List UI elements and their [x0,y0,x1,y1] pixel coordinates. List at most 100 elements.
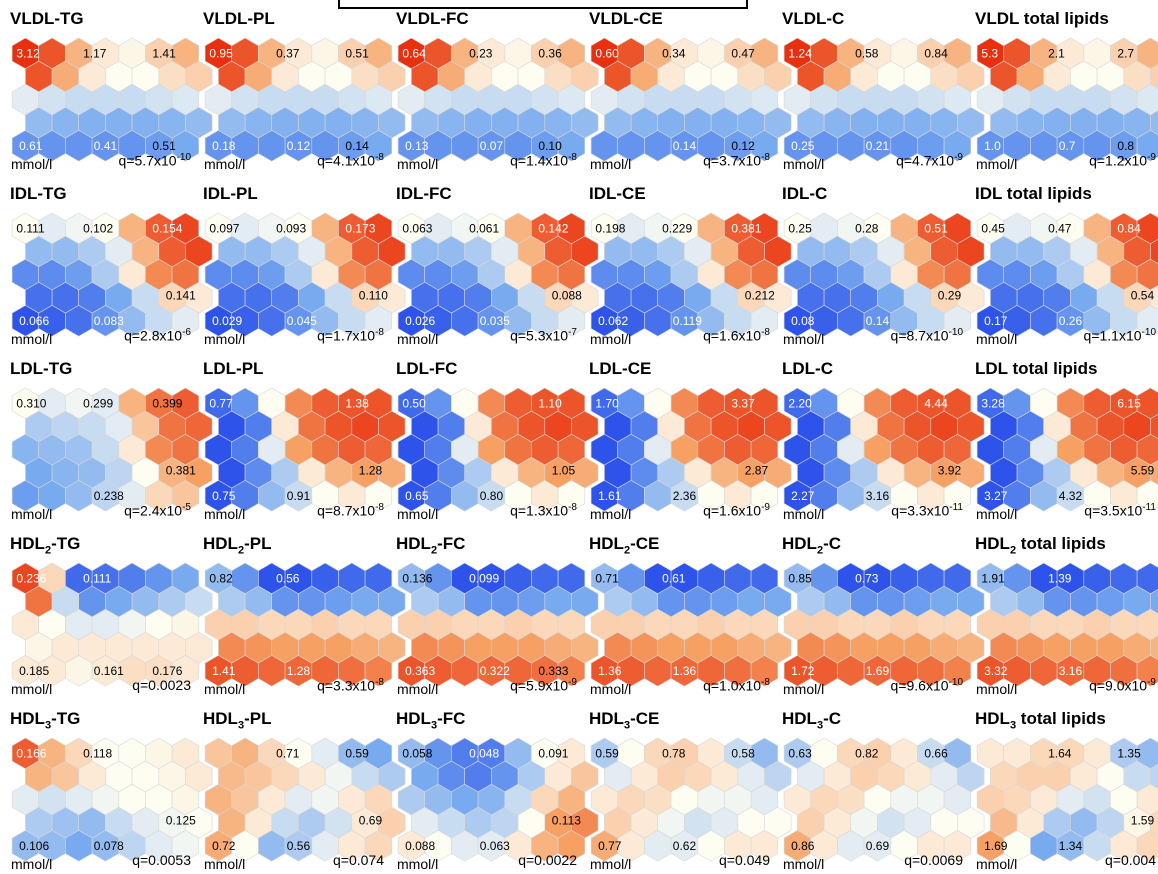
hex-cell [1136,305,1158,337]
cell-value-label: 0.25 [791,139,815,153]
q-value-text: q=8.7x10 [317,502,376,519]
hex-map: 0.71 0.59 0.69 0.72 0.56 [204,737,406,862]
hex-cell [1150,64,1158,89]
panel-title: HDL3-TG [10,709,80,731]
cell-value-label: 0.299 [83,396,113,410]
unit-label: mmol/l [397,856,439,872]
q-value-text: q=3.3x10 [891,502,950,519]
hex-cell [1150,764,1158,789]
unit-label: mmol/l [976,156,1018,172]
panel-title: HDL2 total lipids [975,534,1106,556]
q-value-text: q=3.7x10 [703,152,762,169]
panel-title-suffix: -FC [429,359,458,378]
cell-value-label: 3.37 [731,396,755,410]
q-value-text: q=5.3x10 [510,327,569,344]
cell-value-label: 0.36 [538,46,562,60]
hex-map: 0.25 0.28 0.51 0.29 0.08 0.14 [783,212,985,337]
cell-value-label: 0.95 [209,46,233,60]
panel-title-subscript: 3 [623,719,631,732]
cell-value-label: 0.84 [1117,221,1141,235]
panel-title-suffix: -C [809,184,828,203]
panel-title: VLDL-C [782,9,844,29]
cell-value-label: 0.77 [598,839,622,853]
hex-map: 0.60 0.34 0.47 0.14 0.12 [590,37,792,162]
panel-title-suffix: -PL [236,359,264,378]
hex-map: 3.28 6.15 5.59 3.27 4.32 [976,387,1158,512]
cell-value-label: 3.27 [984,489,1008,503]
cell-value-label: 0.07 [480,139,504,153]
unit-label: mmol/l [783,856,825,872]
panel-title-suffix: -CE [616,184,646,203]
q-value-text: q=0.0069 [904,852,963,868]
q-value: q=5.9x10-9 [510,677,577,694]
heatmap-panel: VLDL-CE 0.60 0.34 0.47 0.14 0.12 mmol/l q=3.7x1… [579,0,792,174]
cell-value-label: 0.063 [402,221,432,235]
panel-title-base: IDL [589,184,617,203]
q-value-text: q=1.1x10 [1083,327,1142,344]
hex-map: 0.058 0.048 0.091 0.063 0.113 0.088 [397,737,599,862]
cell-value-label: 0.099 [469,571,499,585]
panel-title-base: LDL [396,359,430,378]
panel-title: HDL2-TG [10,534,80,556]
unit-label: mmol/l [11,156,53,172]
cell-value-label: 0.54 [1131,288,1155,302]
hex-cell [1150,810,1158,836]
hex-map: 0.85 0.73 1.72 1.69 [783,562,985,687]
unit-label: mmol/l [783,331,825,347]
hex-map: 0.95 0.37 0.51 0.18 0.12 0.14 [204,37,406,162]
cell-value-label: 0.399 [152,396,182,410]
q-value: q=1.2x10-9 [1089,152,1156,169]
hex-map: 1.64 1.35 1.59 1.69 1.34 [976,737,1158,862]
unit-label: mmol/l [204,681,246,697]
q-value: q=3.3x10-8 [317,677,384,694]
heatmap-panel: LDL-FC 0.50 1.10 1.05 0.65 0.80 mmol/l q=1.3x10… [386,350,599,524]
panel-title-base: VLDL [589,9,634,28]
cell-value-label: 0.119 [673,314,702,328]
panel-title: LDL-TG [10,359,72,379]
cell-value-label: 0.65 [405,489,429,503]
hex-map: 0.111 0.102 0.154 0.141 0.066 0.083 [11,212,213,337]
cell-value-label: 0.86 [791,839,815,853]
cell-value-label: 0.17 [984,314,1008,328]
cell-value-label: 0.113 [552,813,581,827]
cell-value-label: 3.16 [1059,664,1083,678]
panel-title-subscript: 2 [44,544,52,557]
panel-title: VLDL-TG [10,9,84,29]
panel-title-base: LDL [589,359,623,378]
cell-value-label: 0.28 [855,221,879,235]
cell-value-label: 0.84 [924,46,948,60]
cell-value-label: 0.161 [94,664,124,678]
unit-label: mmol/l [11,331,53,347]
panel-title-suffix: -C [826,9,845,28]
hex-map: 1.70 3.37 2.87 1.61 2.36 [590,387,792,512]
cell-value-label: 0.62 [673,839,697,853]
q-value: q=1.6x10-8 [703,327,770,344]
q-value-text: q=4.7x10 [896,152,955,169]
hex-map: 1.24 0.58 0.84 0.25 0.21 [783,37,985,162]
cell-value-label: 0.381 [166,463,196,477]
panel-title-base: VLDL [10,9,55,28]
q-value: q=0.074 [333,852,384,868]
hex-cell [171,655,200,687]
cell-value-label: 0.198 [595,221,625,235]
cell-value-label: 0.229 [662,221,692,235]
cell-value-label: 0.212 [745,288,775,302]
panel-title-base: HDL [396,534,431,553]
panel-title-subscript: 2 [430,544,438,557]
cell-value-label: 0.088 [405,839,435,853]
cell-value-label: 0.56 [287,839,311,853]
panel-title-suffix: -FC [437,709,466,728]
q-value: q=3.7x10-8 [703,152,770,169]
panel-title: IDL-FC [396,184,452,204]
cell-value-label: 0.58 [855,46,879,60]
q-value-text: q=2.8x10 [124,327,183,344]
cell-value-label: 0.14 [673,139,697,153]
cell-value-label: 0.185 [19,664,49,678]
cell-value-label: 1.91 [981,571,1005,585]
panel-title-suffix: -TG [43,359,73,378]
cell-value-label: 0.23 [469,46,493,60]
panel-title-base: LDL [782,359,816,378]
unit-label: mmol/l [590,856,632,872]
panel-title-base: IDL [782,184,810,203]
panel-title: HDL3-C [782,709,841,731]
